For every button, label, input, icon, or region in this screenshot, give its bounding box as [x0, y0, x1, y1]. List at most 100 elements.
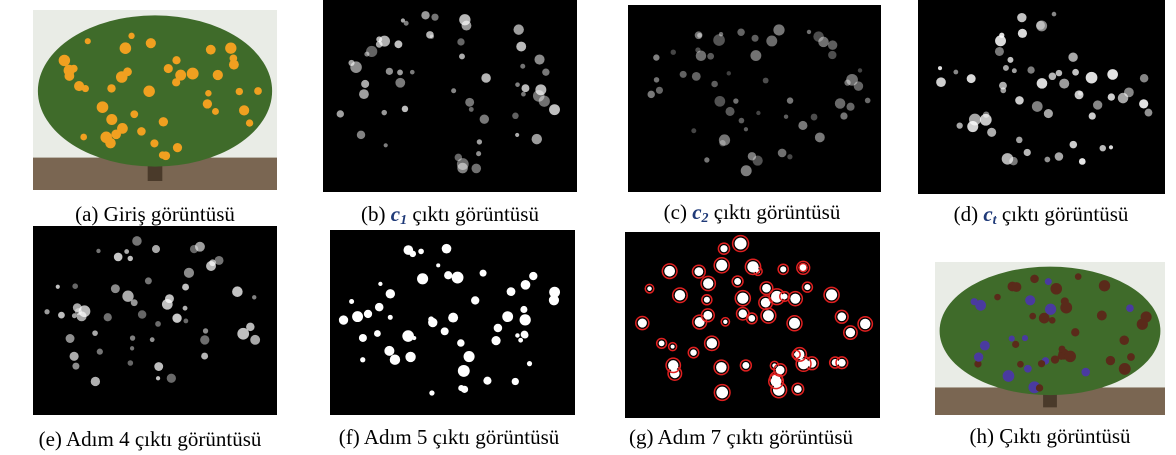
- blob: [713, 34, 725, 46]
- fruit: [120, 42, 132, 54]
- blob: [521, 92, 526, 97]
- fruit: [1106, 356, 1115, 365]
- fruit: [164, 64, 173, 73]
- blob: [1027, 66, 1034, 73]
- blob: [152, 245, 160, 253]
- blob: [671, 345, 675, 349]
- caption-text: çıktı görüntüsü: [714, 200, 841, 224]
- blob: [1140, 74, 1148, 82]
- blob: [1018, 29, 1027, 38]
- blob: [828, 40, 837, 49]
- blob: [707, 53, 714, 60]
- blob: [70, 352, 79, 361]
- blob: [421, 11, 429, 19]
- blob: [815, 132, 825, 142]
- blob: [733, 98, 738, 103]
- fruit: [97, 101, 109, 113]
- fruit: [1038, 360, 1045, 367]
- fruit: [1071, 328, 1079, 336]
- blob: [66, 334, 75, 343]
- fruit: [1036, 384, 1043, 391]
- fruit: [206, 45, 216, 55]
- blob: [97, 349, 103, 355]
- blob: [527, 361, 532, 366]
- blob: [707, 338, 717, 348]
- blob: [703, 278, 713, 288]
- blob: [1007, 57, 1013, 63]
- caption-label: (d): [954, 202, 979, 226]
- blob: [542, 69, 549, 76]
- canopy: [940, 267, 1161, 396]
- blob: [91, 377, 100, 386]
- blob: [720, 245, 727, 252]
- fruit: [116, 71, 128, 83]
- blob: [507, 287, 516, 296]
- blob: [1108, 93, 1115, 100]
- blob: [132, 236, 142, 246]
- blob: [1049, 73, 1057, 81]
- blob: [515, 333, 519, 337]
- blob: [776, 366, 785, 375]
- blob: [44, 309, 49, 314]
- fruit: [1059, 346, 1066, 353]
- fruit: [225, 43, 236, 54]
- blob: [811, 114, 818, 121]
- blob: [784, 114, 788, 118]
- blob: [195, 242, 205, 252]
- caption: (d) ct çıktı görüntüsü: [954, 202, 1129, 228]
- blob: [444, 271, 452, 279]
- fruit: [1119, 363, 1131, 375]
- blob: [250, 335, 260, 345]
- blob: [747, 261, 758, 272]
- blob: [513, 24, 523, 34]
- blob: [1000, 87, 1006, 93]
- blob: [1145, 109, 1153, 117]
- blob: [739, 309, 747, 317]
- blob: [386, 289, 395, 298]
- blob: [549, 104, 560, 115]
- blob: [840, 112, 847, 119]
- blob: [778, 149, 787, 158]
- image-background: [330, 230, 575, 415]
- fruit: [1045, 304, 1056, 315]
- fruit: [1049, 317, 1056, 324]
- blob: [766, 35, 777, 46]
- blob: [750, 50, 761, 61]
- blob: [704, 157, 709, 162]
- blob: [165, 294, 174, 303]
- blob: [763, 310, 774, 321]
- fruit: [1003, 370, 1015, 382]
- blob: [865, 98, 871, 104]
- fruit: [1009, 335, 1015, 341]
- fruit: [117, 123, 128, 134]
- blob: [1089, 112, 1096, 119]
- blob: [459, 53, 465, 59]
- fruit: [1012, 282, 1022, 292]
- blob: [763, 78, 769, 84]
- blob: [477, 139, 482, 144]
- blob: [96, 249, 100, 253]
- blob: [716, 362, 726, 372]
- blob: [386, 68, 393, 75]
- blob: [167, 374, 176, 383]
- blob: [1055, 152, 1064, 161]
- blob: [1015, 96, 1024, 105]
- blob: [813, 31, 824, 42]
- blob: [741, 165, 752, 176]
- blob: [388, 315, 393, 320]
- blob: [725, 107, 734, 116]
- blob: [828, 51, 836, 59]
- blob: [348, 60, 354, 66]
- caption-text: Adım 7 çıktı görüntüsü: [658, 425, 854, 449]
- blob: [111, 284, 120, 293]
- blob: [361, 80, 369, 88]
- figure: (a) Giriş görüntüsü(b) c1 çıktı görüntüs…: [0, 0, 1176, 455]
- caption-text: çıktı görüntüsü: [412, 202, 539, 226]
- fruit: [1022, 335, 1028, 341]
- blob: [494, 324, 503, 333]
- blob: [521, 84, 529, 92]
- blob: [980, 114, 992, 126]
- blob: [156, 376, 160, 380]
- figure-panel: (d) ct çıktı görüntüsü: [918, 0, 1165, 228]
- figure-panel: (e) Adım 4 çıktı görüntüsü: [33, 226, 277, 451]
